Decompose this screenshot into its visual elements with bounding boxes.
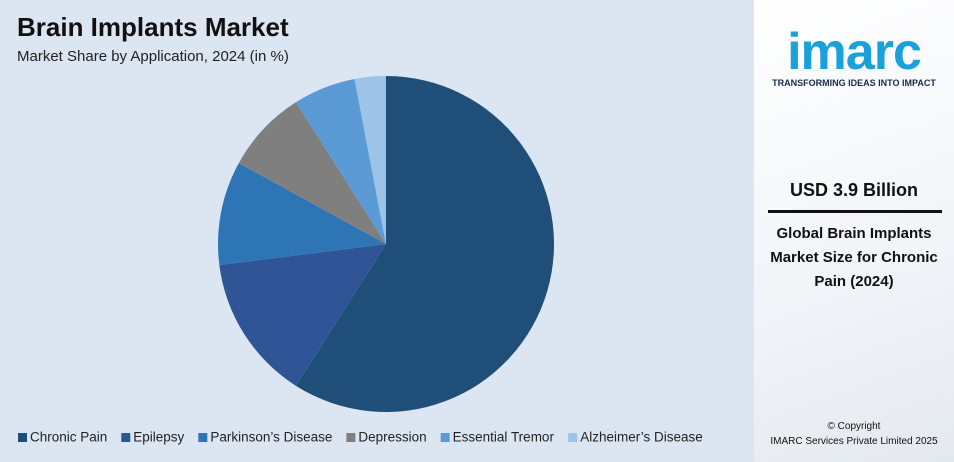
tagline: TRANSFORMING IDEAS INTO IMPACT [772, 78, 936, 88]
side-panel: imarc TRANSFORMING IDEAS INTO IMPACT USD… [754, 0, 954, 462]
logo: imarc [787, 23, 922, 81]
legend-swatch [440, 433, 450, 442]
pie-slice [354, 76, 386, 244]
highlight-value: USD 3.9 Billion [789, 180, 919, 200]
chart-title: Brain Implants Market [17, 12, 289, 42]
legend-swatch [18, 433, 27, 442]
legend-swatch [121, 433, 131, 442]
owner: IMARC Services Private Limited 2025 [770, 436, 938, 447]
chart-subtitle: Market Share by Application, 2024 (in %) [17, 48, 289, 65]
footer: © Copyright IMARC Services Private Limit… [754, 419, 954, 449]
legend-label: Chronic Pain [30, 430, 107, 445]
pie-slice [219, 244, 386, 386]
legend-label: Epilepsy [133, 430, 184, 445]
legend-swatch [198, 433, 208, 442]
pie-slice [238, 102, 386, 244]
copyright: © Copyright [827, 421, 881, 432]
legend-swatch [346, 433, 356, 442]
divider [768, 210, 942, 213]
pie-slice [295, 78, 386, 244]
legend-label: Depression [358, 430, 426, 445]
legend-label: Parkinson’s Disease [210, 430, 332, 445]
legend-label: Alzheimer’s Disease [580, 430, 703, 445]
chart: Chronic Pain Epilepsy Parkinson’s Disease D… [18, 76, 703, 445]
chart-panel: Brain Implants Market Market Share by Ap… [0, 0, 754, 462]
highlight-caption: Global Brain Implants Market Size for Ch… [770, 225, 938, 290]
pie-slice [295, 76, 555, 412]
pie-slice [218, 163, 386, 266]
legend-swatch [568, 433, 578, 442]
legend-label: Essential Tremor [453, 430, 555, 445]
